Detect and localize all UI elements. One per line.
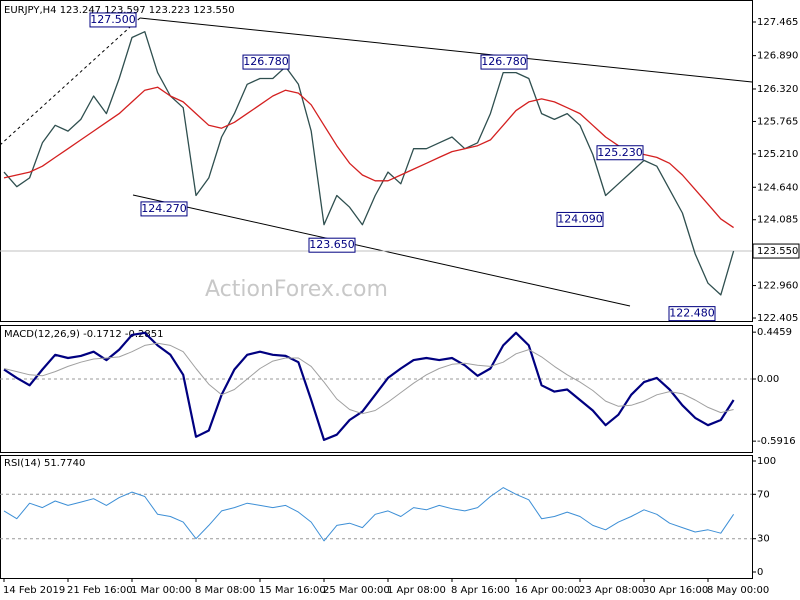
y-tick-label: 0.00	[757, 374, 779, 385]
y-tick-label: 125.765	[757, 116, 798, 127]
x-tick-label: 14 Feb 2019	[3, 585, 65, 596]
price-box	[752, 243, 800, 259]
annotation-box	[596, 145, 644, 161]
y-tick-label: 127.465	[757, 17, 798, 28]
trend-line	[139, 17, 753, 83]
x-tick-label: 8 Mar 08:00	[195, 585, 255, 596]
series-line	[3, 487, 735, 542]
x-tick-label: 8 Apr 16:00	[451, 585, 510, 596]
y-tick-label: 126.320	[757, 84, 798, 95]
x-tick-label: 15 Mar 16:00	[259, 585, 326, 596]
annotation-box	[140, 201, 188, 217]
series-line	[3, 86, 734, 229]
y-tick-label: 30	[757, 534, 770, 545]
trend-line	[0, 17, 141, 146]
annotation-box	[480, 54, 528, 70]
x-tick-label: 1 Mar 00:00	[131, 585, 191, 596]
x-tick-label: 25 Mar 00:00	[323, 585, 390, 596]
panel-title: RSI(14) 51.7740	[4, 458, 85, 469]
y-tick-label: 100	[757, 456, 776, 467]
macd-panel	[0, 325, 753, 453]
annotation-label: 126.780	[481, 55, 527, 68]
series-line	[3, 31, 735, 296]
rsi-panel	[0, 455, 753, 579]
y-tick-label: 126.890	[757, 51, 798, 62]
annotation-box	[242, 54, 290, 70]
y-tick-label: 124.085	[757, 215, 798, 226]
annotation-box	[556, 211, 604, 227]
annotation-box	[668, 306, 716, 322]
annotation-label: 122.480	[669, 307, 715, 320]
annotation-label: 127.500	[90, 13, 136, 26]
panel-title: MACD(12,26,9) -0.1712 -0.2851	[4, 329, 164, 340]
y-tick-label: 0	[757, 567, 763, 578]
series-line	[3, 342, 734, 415]
annotation-label: 124.090	[557, 212, 603, 225]
annotation-label: 125.230	[597, 146, 643, 159]
annotation-label: 123.650	[309, 238, 355, 251]
y-tick-label: 0.4459	[757, 327, 792, 338]
trend-line	[132, 194, 631, 307]
y-tick-label: 125.210	[757, 149, 798, 160]
annotation-label: 126.780	[243, 55, 289, 68]
watermark: ActionForex.com	[205, 277, 388, 302]
annotation-box	[308, 237, 356, 253]
x-tick-label: 21 Feb 16:00	[67, 585, 133, 596]
x-tick-label: 16 Apr 00:00	[515, 585, 580, 596]
price-panel	[0, 0, 753, 322]
x-tick-label: 23 Apr 08:00	[579, 585, 644, 596]
series-line	[3, 331, 735, 441]
annotation-box	[89, 12, 137, 28]
y-tick-label: 122.960	[757, 281, 798, 292]
price-label: 123.550	[757, 246, 798, 257]
x-tick-label: 1 Apr 08:00	[387, 585, 446, 596]
y-tick-label: -0.5916	[757, 436, 796, 447]
x-tick-label: 30 Apr 16:00	[643, 585, 708, 596]
y-tick-label: 70	[757, 489, 770, 500]
panel-title: EURJPY,H4 123.247 123.597 123.223 123.55…	[4, 5, 235, 16]
y-tick-label: 122.405	[757, 313, 798, 324]
y-tick-label: 124.640	[757, 182, 798, 193]
annotation-label: 124.270	[141, 202, 187, 215]
x-tick-label: 8 May 00:00	[707, 585, 769, 596]
